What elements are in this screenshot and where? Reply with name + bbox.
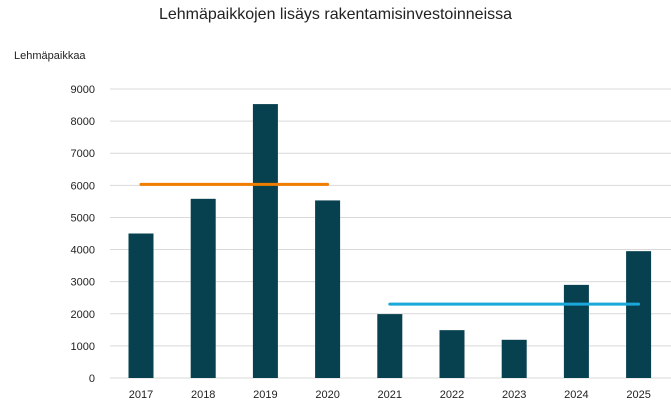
y-tick-label: 0 bbox=[89, 373, 95, 385]
x-tick-label: 2023 bbox=[502, 389, 526, 401]
y-tick-label: 3000 bbox=[71, 277, 95, 289]
x-tick-label: 2022 bbox=[440, 389, 464, 401]
bar-2024 bbox=[563, 284, 589, 378]
y-axis-label: Lehmäpaikkaa bbox=[14, 50, 86, 62]
bar-2017 bbox=[128, 233, 154, 378]
bar-2021 bbox=[377, 314, 403, 378]
chart-title: Lehmäpaikkojen lisäys rakentamisinvestoi… bbox=[158, 6, 513, 23]
x-tick-label: 2018 bbox=[191, 389, 215, 401]
bar-2018 bbox=[190, 198, 216, 378]
y-tick-label: 9000 bbox=[71, 84, 95, 96]
bar-2019 bbox=[252, 104, 278, 378]
x-tick-label: 2025 bbox=[626, 389, 650, 401]
bar-2023 bbox=[501, 339, 527, 378]
x-tick-label: 2017 bbox=[129, 389, 153, 401]
y-tick-label: 7000 bbox=[71, 148, 95, 160]
x-tick-label: 2021 bbox=[378, 389, 402, 401]
x-tick-label: 2024 bbox=[564, 389, 588, 401]
x-tick-label: 2020 bbox=[315, 389, 339, 401]
y-tick-label: 6000 bbox=[71, 180, 95, 192]
y-tick-label: 4000 bbox=[71, 245, 95, 257]
x-tick-label: 2019 bbox=[253, 389, 277, 401]
bar-2020 bbox=[315, 200, 341, 378]
y-tick-label: 8000 bbox=[71, 116, 95, 128]
y-tick-label: 1000 bbox=[71, 341, 95, 353]
bar-2025 bbox=[626, 251, 652, 378]
y-tick-label: 5000 bbox=[71, 212, 95, 224]
y-tick-label: 2000 bbox=[71, 309, 95, 321]
bar-2022 bbox=[439, 330, 465, 378]
